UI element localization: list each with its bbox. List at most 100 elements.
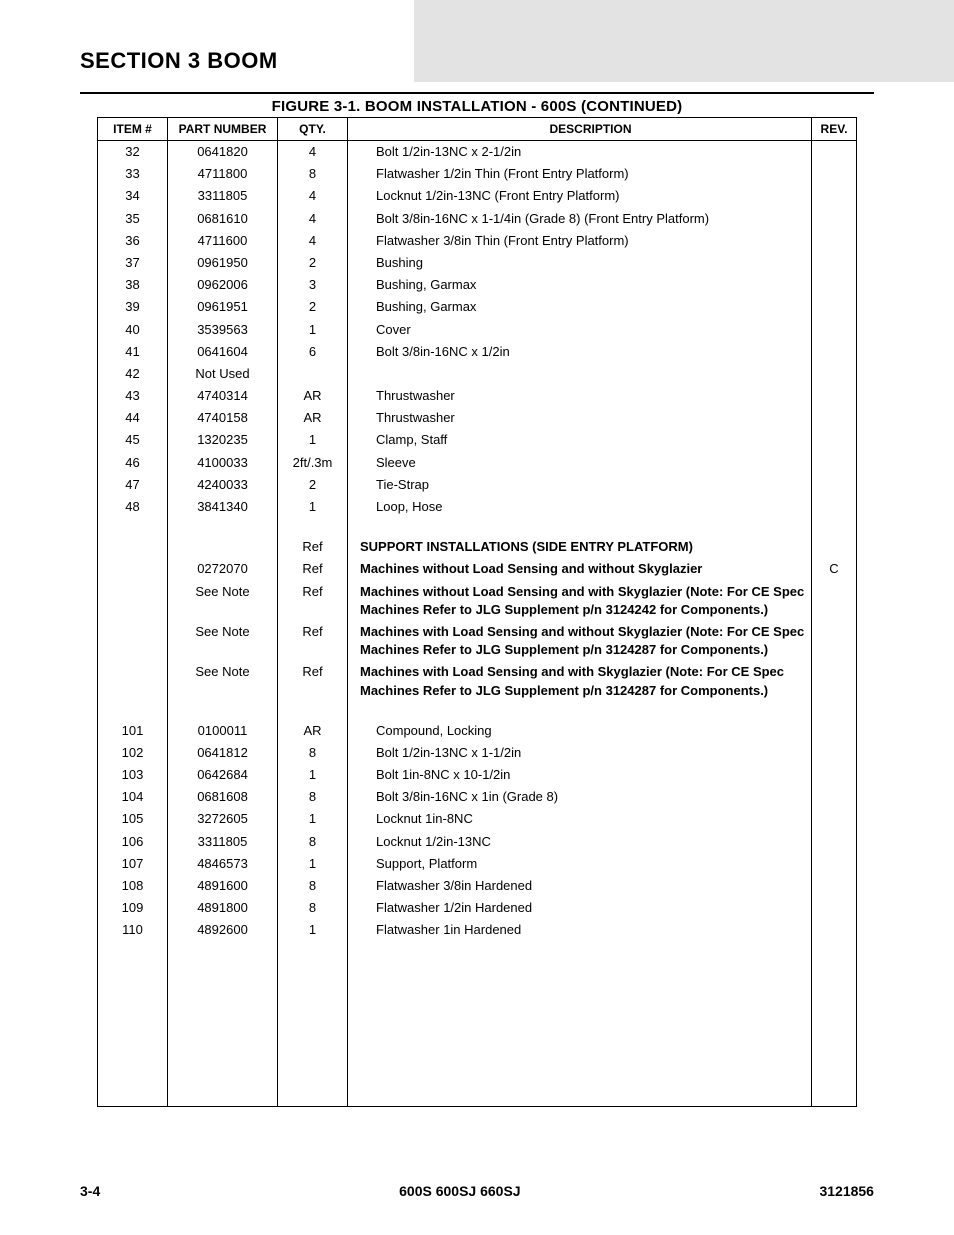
cell-desc: Loop, Hose bbox=[348, 496, 812, 518]
table-row: 4742400332Tie-Strap bbox=[98, 474, 857, 496]
cell-item: 105 bbox=[98, 808, 168, 830]
cell-item: 43 bbox=[98, 385, 168, 407]
cell-part: 0681610 bbox=[168, 208, 278, 230]
table-row: 3709619502Bushing bbox=[98, 252, 857, 274]
cell-qty: 6 bbox=[278, 341, 348, 363]
cell-rev bbox=[812, 385, 857, 407]
col-header-rev: REV. bbox=[812, 118, 857, 141]
cell-qty: AR bbox=[278, 720, 348, 742]
cell-rev bbox=[812, 319, 857, 341]
cell-qty: 4 bbox=[278, 230, 348, 252]
header-rule bbox=[80, 92, 874, 94]
cell-desc: Sleeve bbox=[348, 452, 812, 474]
cell-rev bbox=[812, 897, 857, 919]
cell-qty bbox=[278, 363, 348, 385]
section-title: SECTION 3 BOOM bbox=[80, 30, 874, 74]
cell-rev bbox=[812, 252, 857, 274]
cell-qty: 8 bbox=[278, 786, 348, 808]
page-footer: 3-4 600S 600SJ 660SJ 3121856 bbox=[80, 1183, 874, 1199]
cell-rev bbox=[812, 230, 857, 252]
cell-item: 36 bbox=[98, 230, 168, 252]
cell-item: 109 bbox=[98, 897, 168, 919]
cell-qty: Ref bbox=[278, 581, 348, 621]
cell-rev bbox=[812, 661, 857, 701]
table-row: 10633118058Locknut 1/2in-13NC bbox=[98, 831, 857, 853]
table-row: 3647116004Flatwasher 3/8in Thin (Front E… bbox=[98, 230, 857, 252]
cell-qty: 4 bbox=[278, 208, 348, 230]
cell-qty: 1 bbox=[278, 429, 348, 451]
footer-model: 600S 600SJ 660SJ bbox=[399, 1183, 520, 1199]
cell-part: 4711800 bbox=[168, 163, 278, 185]
cell-item bbox=[98, 558, 168, 580]
cell-qty: 4 bbox=[278, 141, 348, 164]
col-header-item: ITEM # bbox=[98, 118, 168, 141]
cell-item: 46 bbox=[98, 452, 168, 474]
cell-desc: Compound, Locking bbox=[348, 720, 812, 742]
cell-part: 4891600 bbox=[168, 875, 278, 897]
cell-part: See Note bbox=[168, 661, 278, 701]
cell-part: 0641820 bbox=[168, 141, 278, 164]
cell-rev bbox=[812, 363, 857, 385]
table-row: 11048926001Flatwasher 1in Hardened bbox=[98, 919, 857, 941]
table-row: 10206418128Bolt 1/2in-13NC x 1-1/2in bbox=[98, 742, 857, 764]
cell-qty: 3 bbox=[278, 274, 348, 296]
cell-part: 3841340 bbox=[168, 496, 278, 518]
cell-rev bbox=[812, 407, 857, 429]
cell-item: 110 bbox=[98, 919, 168, 941]
table-row: 10532726051Locknut 1in-8NC bbox=[98, 808, 857, 830]
cell-rev bbox=[812, 452, 857, 474]
cell-item bbox=[98, 581, 168, 621]
cell-qty: 8 bbox=[278, 831, 348, 853]
cell-rev bbox=[812, 720, 857, 742]
table-row bbox=[98, 518, 857, 536]
table-row: 3909619512Bushing, Garmax bbox=[98, 296, 857, 318]
table-row: See NoteRefMachines with Load Sensing an… bbox=[98, 661, 857, 701]
cell-qty: 1 bbox=[278, 764, 348, 786]
cell-qty: Ref bbox=[278, 661, 348, 701]
cell-desc: Bushing bbox=[348, 252, 812, 274]
table-row: 3206418204Bolt 1/2in-13NC x 2-1/2in bbox=[98, 141, 857, 164]
footer-doc-num: 3121856 bbox=[819, 1183, 874, 1199]
cell-rev bbox=[812, 185, 857, 207]
cell-rev bbox=[812, 875, 857, 897]
cell-rev bbox=[812, 341, 857, 363]
cell-rev bbox=[812, 786, 857, 808]
cell-desc: Bolt 3/8in-16NC x 1in (Grade 8) bbox=[348, 786, 812, 808]
cell-qty: 1 bbox=[278, 919, 348, 941]
cell-item: 32 bbox=[98, 141, 168, 164]
table-row bbox=[98, 702, 857, 720]
cell-item: 48 bbox=[98, 496, 168, 518]
cell-part: 4740158 bbox=[168, 407, 278, 429]
cell-qty: 8 bbox=[278, 163, 348, 185]
table-row: 10306426841Bolt 1in-8NC x 10-1/2in bbox=[98, 764, 857, 786]
cell-desc: Machines without Load Sensing and with S… bbox=[348, 581, 812, 621]
table-row: See NoteRefMachines without Load Sensing… bbox=[98, 581, 857, 621]
cell-desc: Locknut 1/2in-13NC bbox=[348, 831, 812, 853]
table-row: 3506816104Bolt 3/8in-16NC x 1-1/4in (Gra… bbox=[98, 208, 857, 230]
cell-desc: Thrustwasher bbox=[348, 407, 812, 429]
cell-part: 0641812 bbox=[168, 742, 278, 764]
cell-desc: Flatwasher 3/8in Thin (Front Entry Platf… bbox=[348, 230, 812, 252]
table-row: 10748465731Support, Platform bbox=[98, 853, 857, 875]
cell-rev bbox=[812, 831, 857, 853]
cell-qty: 4 bbox=[278, 185, 348, 207]
cell-item: 107 bbox=[98, 853, 168, 875]
cell-part: 0642684 bbox=[168, 764, 278, 786]
cell-rev bbox=[812, 496, 857, 518]
table-row: 10948918008Flatwasher 1/2in Hardened bbox=[98, 897, 857, 919]
cell-item: 47 bbox=[98, 474, 168, 496]
cell-rev bbox=[812, 853, 857, 875]
cell-part: 1320235 bbox=[168, 429, 278, 451]
cell-desc bbox=[348, 363, 812, 385]
cell-item: 33 bbox=[98, 163, 168, 185]
table-row: 3809620063Bushing, Garmax bbox=[98, 274, 857, 296]
table-row: 444740158ARThrustwasher bbox=[98, 407, 857, 429]
cell-part: 4891800 bbox=[168, 897, 278, 919]
cell-part: 4846573 bbox=[168, 853, 278, 875]
cell-item bbox=[98, 536, 168, 558]
cell-part: Not Used bbox=[168, 363, 278, 385]
col-header-desc: DESCRIPTION bbox=[348, 118, 812, 141]
cell-item: 108 bbox=[98, 875, 168, 897]
cell-desc: Tie-Strap bbox=[348, 474, 812, 496]
cell-desc: Machines without Load Sensing and withou… bbox=[348, 558, 812, 580]
